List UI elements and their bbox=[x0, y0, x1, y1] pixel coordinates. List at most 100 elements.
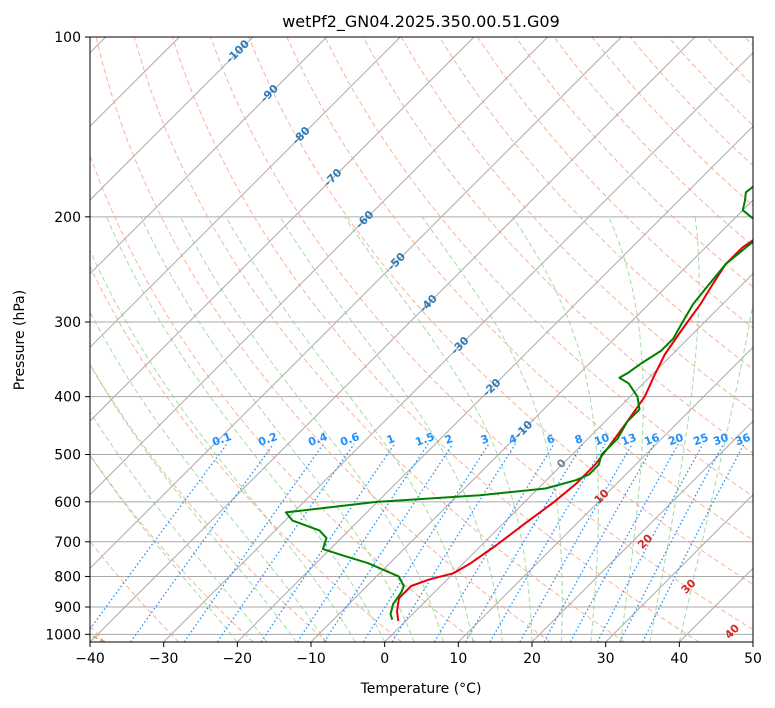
dry-adiabat-line bbox=[438, 37, 753, 370]
mixing-ratio-label: 25 bbox=[691, 431, 710, 448]
y-tick-label: 700 bbox=[54, 535, 81, 551]
mixing-ratio-line bbox=[519, 443, 633, 642]
moist-adiabat-line bbox=[90, 310, 327, 642]
moist-adiabat-line bbox=[179, 216, 445, 642]
x-tick-label: 50 bbox=[744, 651, 762, 667]
dry-adiabat-line bbox=[95, 37, 551, 642]
mixing-ratio-line bbox=[183, 443, 324, 642]
isotherm-line bbox=[605, 493, 753, 642]
dry-adiabat-line bbox=[90, 453, 254, 642]
dry-adiabat-line bbox=[324, 37, 753, 498]
dry-adiabat-line bbox=[90, 540, 180, 642]
mixing-ratio-line bbox=[596, 443, 704, 642]
isotherm-line bbox=[384, 272, 753, 642]
y-tick-label: 900 bbox=[54, 600, 81, 616]
dry-adiabat-line bbox=[133, 37, 625, 642]
y-tick-label: 500 bbox=[54, 448, 81, 464]
y-tick-label: 100 bbox=[54, 30, 81, 46]
mixing-ratio-label: 20 bbox=[666, 431, 685, 449]
mixing-ratio-label: 13 bbox=[619, 431, 638, 448]
x-axis-label: Temperature (°C) bbox=[360, 681, 482, 697]
mixing-ratio-line bbox=[433, 443, 555, 642]
y-tick-label: 600 bbox=[54, 495, 81, 511]
x-tick-label: 0 bbox=[380, 651, 389, 667]
mixing-ratio-line bbox=[391, 443, 516, 642]
dry-adiabat-line bbox=[400, 37, 753, 412]
y-tick-label: 200 bbox=[54, 210, 81, 226]
x-tick-label: 40 bbox=[670, 651, 688, 667]
isotherm-line bbox=[90, 37, 696, 642]
mixing-ratio-label: 4 bbox=[507, 432, 519, 447]
x-tick-label: 20 bbox=[523, 651, 541, 667]
mixing-ratio-label: 6 bbox=[545, 432, 557, 447]
moist-adiabat-line bbox=[90, 363, 297, 642]
series-layer bbox=[284, 185, 753, 622]
dry-adiabat-line bbox=[171, 37, 700, 642]
y-tick-label: 300 bbox=[54, 315, 81, 331]
mixing-ratio-label: 16 bbox=[642, 431, 661, 449]
isotherm-line bbox=[90, 37, 328, 275]
isotherm-line bbox=[310, 199, 753, 642]
plot-frame bbox=[89, 36, 754, 643]
x-tick-label: −30 bbox=[149, 651, 179, 667]
mixing-ratio-label: 1 bbox=[385, 432, 397, 447]
mixing-ratio-line bbox=[216, 443, 355, 642]
isotherm-line bbox=[163, 51, 753, 642]
mixing-ratio-line bbox=[323, 443, 454, 642]
chart-title: wetPf2_GN04.2025.350.00.51.G09 bbox=[282, 12, 560, 32]
moist-adiabat-line bbox=[678, 301, 753, 642]
dry-adiabat-line bbox=[90, 363, 328, 642]
mixing-ratio-label: 0.1 bbox=[210, 430, 233, 449]
moist-adiabat-line bbox=[608, 216, 644, 642]
temperature-line bbox=[396, 239, 753, 622]
mixing-ratio-label: 8 bbox=[573, 432, 585, 447]
mixing-ratio-label: 36 bbox=[733, 431, 752, 449]
dry-adiabat-line bbox=[286, 37, 753, 541]
isotherm-line bbox=[90, 37, 254, 201]
moist-adiabat-line bbox=[90, 454, 238, 642]
mixing-ratio-line bbox=[260, 443, 396, 642]
moist-adiabat-line bbox=[344, 216, 533, 642]
mixing-ratio-line bbox=[362, 443, 490, 642]
dewpoint-line bbox=[284, 185, 753, 621]
mixing-ratio-label: 0.4 bbox=[306, 430, 329, 449]
dry-adiabat-line bbox=[362, 37, 753, 455]
grid-layer bbox=[90, 37, 753, 642]
moist-adiabat-line bbox=[90, 249, 356, 642]
mixing-ratio-label: 30 bbox=[711, 431, 730, 449]
isotherm-line bbox=[90, 37, 622, 570]
mixing-ratio-line bbox=[296, 443, 429, 642]
mixing-ratio-label: 1.5 bbox=[413, 430, 436, 449]
x-tick-label: −40 bbox=[75, 651, 105, 667]
moist-adiabat-line bbox=[90, 411, 268, 642]
dry-adiabat-line bbox=[248, 37, 753, 586]
moist-adiabat-line bbox=[421, 216, 563, 642]
y-axis-label: Pressure (hPa) bbox=[12, 290, 28, 390]
moist-adiabat-line bbox=[279, 216, 503, 642]
moist-adiabat-line bbox=[649, 216, 700, 642]
mixing-ratio-line bbox=[489, 443, 606, 642]
isotherm-line bbox=[236, 125, 753, 642]
mixing-ratio-label: 2 bbox=[443, 432, 455, 447]
axes-layer: −40 −30 −20 −10 0 10 20 30 40 5010020030040050060… bbox=[45, 30, 762, 667]
moist-adiabat-line bbox=[225, 216, 474, 642]
mixing-ratio-label: 0.2 bbox=[256, 430, 279, 449]
mixing-ratio-line bbox=[130, 443, 275, 642]
moist-adiabat-line bbox=[512, 216, 599, 642]
isotherm-line bbox=[531, 420, 753, 642]
mixing-ratio-label: 3 bbox=[479, 432, 491, 447]
mixing-ratio-label: 0.6 bbox=[338, 430, 361, 449]
isotherm-line bbox=[457, 346, 753, 642]
dry-adiabat-line bbox=[515, 37, 753, 288]
isotherm-line bbox=[90, 37, 549, 496]
mixing-ratio-label: 10 bbox=[592, 431, 611, 449]
y-tick-label: 800 bbox=[54, 569, 81, 585]
dry-adiabat-line bbox=[90, 153, 477, 642]
dry-adiabat-line bbox=[90, 265, 403, 642]
x-tick-label: 30 bbox=[597, 651, 615, 667]
x-tick-label: −20 bbox=[223, 651, 253, 667]
x-tick-label: −10 bbox=[296, 651, 326, 667]
x-tick-label: 10 bbox=[449, 651, 467, 667]
